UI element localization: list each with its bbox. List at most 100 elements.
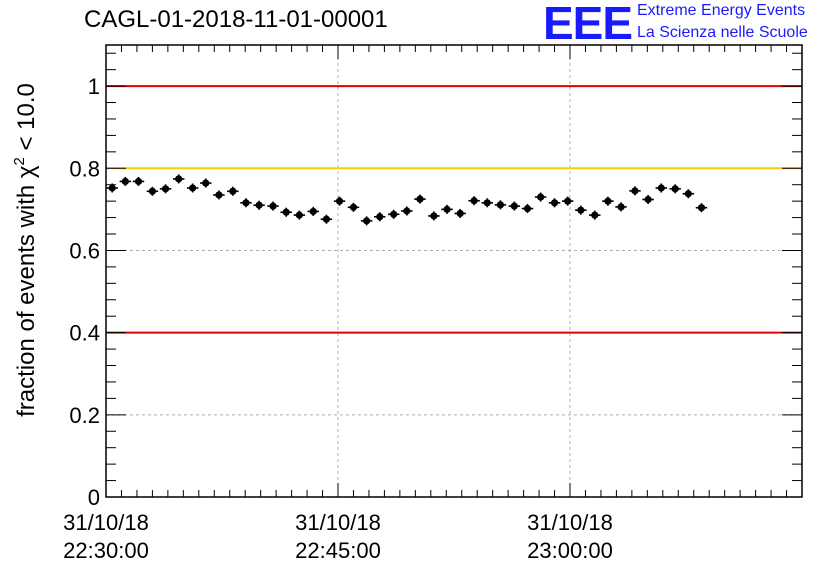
point-marker xyxy=(282,208,290,216)
point-marker xyxy=(215,191,223,199)
logo-subtitle-line1: Extreme Energy Events xyxy=(637,2,806,19)
point-marker xyxy=(631,187,639,195)
data-point xyxy=(428,211,440,221)
data-point xyxy=(227,186,239,196)
point-marker xyxy=(309,207,317,216)
point-marker xyxy=(242,199,250,207)
data-point xyxy=(293,210,306,220)
data-point xyxy=(307,206,319,216)
y-tick-label: 0.8 xyxy=(69,156,100,181)
y-tick-label: 1 xyxy=(88,74,100,99)
point-marker xyxy=(697,204,706,212)
data-point xyxy=(280,207,292,217)
point-marker xyxy=(202,179,210,187)
point-marker xyxy=(496,201,504,209)
y-axis-label-superscript: 2 xyxy=(11,157,28,165)
point-marker xyxy=(510,202,518,210)
point-marker xyxy=(189,184,197,192)
plot-border xyxy=(105,44,803,498)
point-marker xyxy=(403,207,411,215)
point-marker xyxy=(175,175,183,183)
point-marker xyxy=(229,187,237,195)
x-tick-label-date: 31/10/18 xyxy=(295,510,381,535)
data-point xyxy=(534,192,547,202)
point-marker xyxy=(591,211,599,219)
point-marker xyxy=(363,217,371,225)
data-point xyxy=(682,189,695,199)
x-tick-label-time: 22:45:00 xyxy=(295,538,381,563)
logo-mark: EEE xyxy=(543,0,633,49)
data-point xyxy=(119,176,132,186)
y-tick-label: 0.4 xyxy=(69,321,100,346)
data-point xyxy=(642,194,654,205)
point-marker xyxy=(376,213,384,221)
point-marker xyxy=(295,211,303,219)
y-tick-label: 0 xyxy=(88,485,100,510)
data-point xyxy=(333,196,346,206)
data-point xyxy=(320,214,333,224)
grid-lines xyxy=(106,45,802,497)
point-marker xyxy=(644,195,652,204)
chart-title: CAGL-01-2018-11-01-00001 xyxy=(84,6,388,33)
point-marker xyxy=(108,184,116,192)
data-point xyxy=(240,198,252,208)
point-marker xyxy=(617,203,625,211)
x-axis-ticks: 31/10/18 22:30:00 31/10/18 22:45:00 31/10/18… xyxy=(63,45,803,563)
data-point xyxy=(508,201,521,211)
data-point xyxy=(615,202,627,212)
data-point xyxy=(387,209,400,219)
point-marker xyxy=(416,195,424,203)
data-point xyxy=(186,183,199,193)
y-axis-label-symbol: χ xyxy=(13,165,40,178)
data-point xyxy=(548,198,561,208)
y-axis-label: fraction of events with χ2 < 10.0 xyxy=(11,83,40,417)
x-tick-label-time: 23:00:00 xyxy=(527,538,613,563)
data-point xyxy=(200,178,212,188)
data-point xyxy=(253,200,265,210)
point-marker xyxy=(483,199,491,207)
point-marker xyxy=(443,205,451,213)
data-point xyxy=(267,201,279,211)
point-marker xyxy=(550,199,559,207)
point-marker xyxy=(134,177,143,186)
y-axis-label-prefix: fraction of events with xyxy=(13,178,40,417)
point-marker xyxy=(161,185,170,193)
point-marker xyxy=(684,190,692,198)
data-points xyxy=(106,174,708,226)
data-point xyxy=(414,194,426,204)
data-point xyxy=(441,204,453,214)
point-marker xyxy=(148,187,156,195)
reference-lines xyxy=(106,85,802,334)
data-point xyxy=(213,190,225,200)
point-marker xyxy=(335,197,344,205)
plot-frame xyxy=(105,44,803,498)
point-marker xyxy=(322,215,330,223)
point-marker xyxy=(577,206,585,214)
data-point xyxy=(468,196,480,206)
y-tick-label: 0.2 xyxy=(69,403,100,428)
y-axis-ticks: 0 0.2 0.4 0.6 0.8 1 xyxy=(69,52,802,510)
data-point xyxy=(401,206,413,216)
point-marker xyxy=(269,202,277,210)
data-point xyxy=(159,184,172,194)
data-point xyxy=(589,210,601,220)
data-point xyxy=(347,202,360,212)
x-tick-label-date: 31/10/18 xyxy=(527,510,613,535)
data-point xyxy=(629,186,641,196)
point-marker xyxy=(456,209,464,218)
x-tick-label-time: 22:30:00 xyxy=(63,538,149,563)
point-marker xyxy=(671,185,679,193)
point-marker xyxy=(470,197,478,205)
data-point xyxy=(561,196,574,206)
data-point xyxy=(521,204,534,214)
data-point xyxy=(669,184,681,194)
data-point xyxy=(481,198,493,208)
data-point xyxy=(172,174,185,184)
data-point xyxy=(454,208,466,218)
point-marker xyxy=(430,212,438,220)
x-tick-label-date: 31/10/18 xyxy=(63,510,149,535)
point-marker xyxy=(537,193,545,201)
logo-subtitle-line2: La Scienza nelle Scuole xyxy=(637,24,808,41)
data-point xyxy=(374,212,386,222)
